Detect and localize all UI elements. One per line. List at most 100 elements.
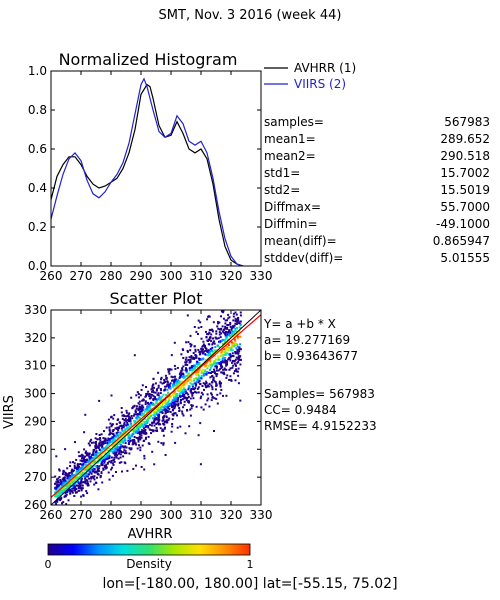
scatter-point: [106, 454, 109, 457]
scatter-point: [211, 343, 214, 346]
scatter-point: [68, 474, 71, 477]
scatter-point: [113, 439, 116, 441]
scatter-point: [221, 330, 224, 333]
scatter-point: [153, 463, 156, 466]
scatter-point: [224, 350, 227, 353]
scatter-point: [103, 464, 106, 467]
scatter-point: [59, 498, 62, 501]
scatter-point: [116, 454, 119, 457]
scatter-point: [167, 400, 170, 403]
scatter-point: [140, 410, 143, 412]
scatter-point: [67, 489, 70, 492]
scatter-point: [218, 345, 221, 348]
scatter-point: [185, 360, 188, 363]
scatter-point: [204, 370, 207, 373]
scatter-point: [216, 344, 219, 347]
scatter-point: [101, 441, 104, 444]
scatter-point: [172, 384, 175, 387]
scatter-point: [174, 384, 177, 387]
scatter-point: [72, 487, 75, 489]
scatter-point: [206, 351, 209, 353]
scatter-point: [227, 349, 230, 351]
scatter-point: [202, 348, 204, 351]
scatter-point: [64, 494, 67, 497]
scatter-point: [69, 490, 72, 493]
scatter-point: [155, 400, 158, 402]
scatter-point: [81, 477, 83, 480]
scatter-point: [118, 447, 121, 449]
scatter-point: [236, 327, 239, 330]
scatter-point: [110, 432, 113, 435]
scatter-point: [112, 448, 114, 451]
scatter-point: [211, 330, 214, 333]
scatter-point: [58, 469, 61, 472]
scatter-point: [231, 333, 234, 336]
scatter-point: [220, 367, 223, 370]
scatter-point: [99, 475, 102, 477]
scatter-point: [136, 391, 139, 394]
scatter-point: [215, 383, 218, 385]
scatter-point: [126, 415, 129, 417]
scatter-point: [193, 345, 196, 348]
scatter-point: [127, 413, 130, 416]
scatter-point: [102, 467, 105, 470]
scatter-point: [143, 457, 146, 460]
scatter-point: [106, 442, 109, 444]
scatter-point: [194, 391, 197, 393]
scatter-point: [87, 466, 89, 469]
stat-label: mean2=: [264, 149, 316, 163]
scatter-point: [135, 417, 138, 419]
scatter-point: [128, 452, 131, 455]
scatter-point: [218, 340, 220, 343]
scatter-point: [212, 379, 215, 382]
scatter-point: [143, 439, 146, 442]
scatter-point: [230, 341, 233, 344]
scatter-point: [93, 455, 96, 458]
scatter-point: [201, 372, 204, 375]
scatter-point: [213, 397, 216, 400]
scatter-point: [150, 393, 153, 396]
scatter-point: [238, 326, 241, 329]
scatter-point: [94, 461, 97, 464]
scatter-point: [187, 359, 190, 361]
scatter-point: [222, 311, 225, 314]
scatter-point: [93, 483, 96, 486]
stat-value: 290.518: [440, 149, 490, 163]
scatter-point: [205, 336, 208, 339]
scatter-point: [94, 445, 97, 448]
scatter-point: [111, 444, 114, 447]
scatter-point: [54, 493, 56, 496]
scatter-point: [228, 333, 231, 336]
scatter-point: [233, 362, 236, 365]
scatter-point: [127, 435, 130, 438]
scatter-point: [229, 323, 232, 326]
scatter-point: [181, 391, 184, 394]
scatter-point: [116, 426, 119, 429]
scatter-point: [155, 407, 158, 410]
scatter-point: [235, 330, 238, 333]
scatter-point: [188, 373, 191, 376]
scatter-point: [209, 368, 211, 371]
scatter-point: [54, 495, 57, 498]
scatter-point: [220, 382, 222, 385]
scatter-point: [79, 487, 82, 490]
scatter-point: [89, 440, 92, 443]
scatter-point: [139, 432, 142, 435]
scatter-point: [164, 454, 167, 456]
scatter-point: [167, 383, 170, 386]
scatter-point: [235, 323, 238, 325]
scatter-point: [147, 426, 150, 429]
scatter-point: [133, 442, 136, 445]
scatter-point: [166, 402, 169, 405]
scatter-point: [159, 381, 162, 384]
scatter-point: [207, 338, 210, 341]
scatter-point: [168, 368, 171, 371]
scatter-point: [81, 481, 84, 484]
scatter-point: [186, 397, 189, 399]
scatter-point: [69, 474, 72, 477]
scatter-point: [159, 388, 162, 390]
scatter-point: [100, 472, 103, 475]
scatter-point: [95, 447, 98, 449]
scatter-point: [223, 331, 225, 334]
scatter-density-group: [54, 310, 242, 505]
